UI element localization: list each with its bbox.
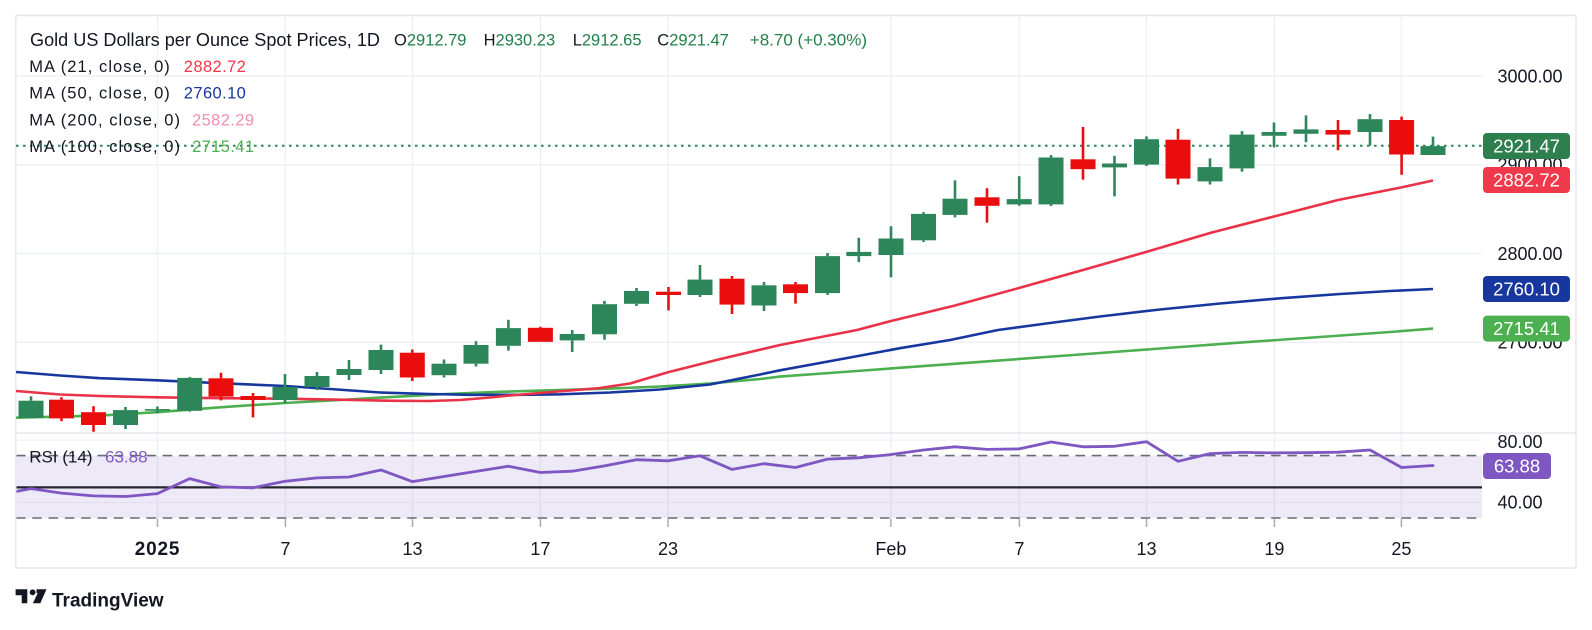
svg-text:TradingView: TradingView <box>52 591 164 612</box>
svg-text:40.00: 40.00 <box>1498 492 1543 512</box>
svg-text:23: 23 <box>658 539 678 559</box>
svg-text:2882.72: 2882.72 <box>184 58 246 76</box>
svg-text:MA (21, close, 0): MA (21, close, 0) <box>29 58 171 76</box>
svg-text:2582.29: 2582.29 <box>192 111 254 129</box>
svg-text:MA (200, close, 0): MA (200, close, 0) <box>29 111 181 129</box>
svg-text:L2912.65: L2912.65 <box>573 32 642 50</box>
svg-text:13: 13 <box>1136 539 1156 559</box>
svg-text:RSI (14): RSI (14) <box>29 448 92 467</box>
svg-text:+8.70 (+0.30%): +8.70 (+0.30%) <box>750 31 867 50</box>
svg-text:Gold US Dollars per Ounce Spot: Gold US Dollars per Ounce Spot Prices, 1… <box>30 30 380 50</box>
svg-text:2715.41: 2715.41 <box>192 138 254 156</box>
svg-text:C2921.47: C2921.47 <box>657 32 729 50</box>
svg-text:2921.47: 2921.47 <box>1493 135 1560 156</box>
svg-text:17: 17 <box>530 539 550 559</box>
svg-text:25: 25 <box>1391 539 1411 559</box>
svg-text:2025: 2025 <box>135 539 180 560</box>
svg-text:7: 7 <box>1014 539 1024 559</box>
svg-text:MA (100, close, 0): MA (100, close, 0) <box>29 138 181 156</box>
svg-text:2882.72: 2882.72 <box>1493 169 1560 190</box>
svg-text:2715.41: 2715.41 <box>1493 318 1560 339</box>
svg-text:13: 13 <box>402 539 422 559</box>
svg-text:H2930.23: H2930.23 <box>484 32 556 50</box>
svg-text:O2912.79: O2912.79 <box>394 32 467 50</box>
svg-text:63.88: 63.88 <box>1494 455 1540 476</box>
svg-text:MA (50, close, 0): MA (50, close, 0) <box>29 85 171 103</box>
svg-text:Feb: Feb <box>875 539 906 559</box>
svg-text:80.00: 80.00 <box>1498 432 1543 452</box>
svg-text:63.88: 63.88 <box>105 448 148 467</box>
svg-text:3000.00: 3000.00 <box>1498 66 1563 86</box>
svg-text:2760.10: 2760.10 <box>184 85 246 103</box>
svg-text:2800.00: 2800.00 <box>1498 244 1563 264</box>
svg-text:2760.10: 2760.10 <box>1493 278 1560 299</box>
svg-text:7: 7 <box>280 539 290 559</box>
svg-text:19: 19 <box>1264 539 1284 559</box>
